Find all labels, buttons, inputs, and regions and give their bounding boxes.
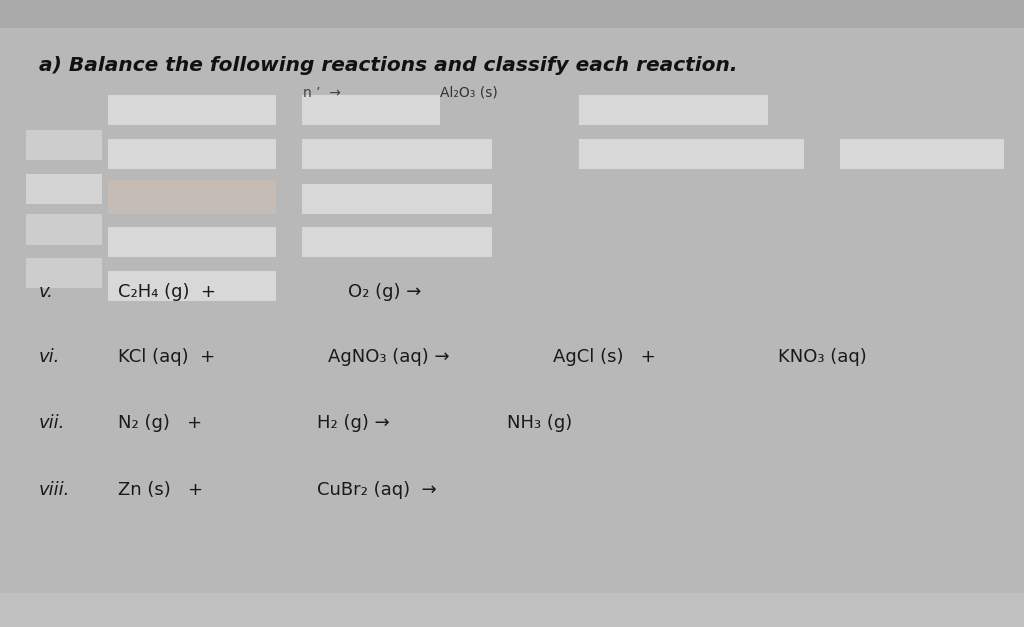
FancyBboxPatch shape [108,139,276,169]
Text: Zn (s)   +: Zn (s) + [118,482,203,499]
FancyBboxPatch shape [302,184,492,214]
Text: vi.: vi. [39,349,60,366]
FancyBboxPatch shape [108,271,276,301]
Text: AgNO₃ (aq) →: AgNO₃ (aq) → [328,349,450,366]
Text: H₂ (g) →: H₂ (g) → [317,414,390,432]
Bar [0,593,1024,627]
Text: vii.: vii. [39,414,66,432]
FancyBboxPatch shape [579,139,804,169]
Text: KCl (aq)  +: KCl (aq) + [118,349,215,366]
FancyBboxPatch shape [302,227,492,257]
Text: viii.: viii. [39,482,71,499]
Text: AgCl (s)   +: AgCl (s) + [553,349,655,366]
Text: KNO₃ (aq): KNO₃ (aq) [778,349,867,366]
Bar [0,0,1024,28]
Text: N₂ (g)   +: N₂ (g) + [118,414,202,432]
Text: NH₃ (g): NH₃ (g) [507,414,572,432]
Text: n ’  →: n ’ → [303,86,341,100]
FancyBboxPatch shape [302,139,492,169]
FancyBboxPatch shape [26,258,102,288]
Text: Al₂O₃ (s): Al₂O₃ (s) [440,86,498,100]
FancyBboxPatch shape [579,95,768,125]
FancyBboxPatch shape [840,139,1004,169]
Text: CuBr₂ (aq)  →: CuBr₂ (aq) → [317,482,437,499]
Text: a) Balance the following reactions and classify each reaction.: a) Balance the following reactions and c… [39,56,737,75]
Text: O₂ (g) →: O₂ (g) → [348,283,422,300]
FancyBboxPatch shape [108,180,276,214]
Text: v.: v. [39,283,54,300]
FancyBboxPatch shape [302,95,440,125]
Text: C₂H₄ (g)  +: C₂H₄ (g) + [118,283,216,300]
FancyBboxPatch shape [26,174,102,204]
FancyBboxPatch shape [108,227,276,257]
FancyBboxPatch shape [26,214,102,245]
FancyBboxPatch shape [108,95,276,125]
FancyBboxPatch shape [26,130,102,160]
